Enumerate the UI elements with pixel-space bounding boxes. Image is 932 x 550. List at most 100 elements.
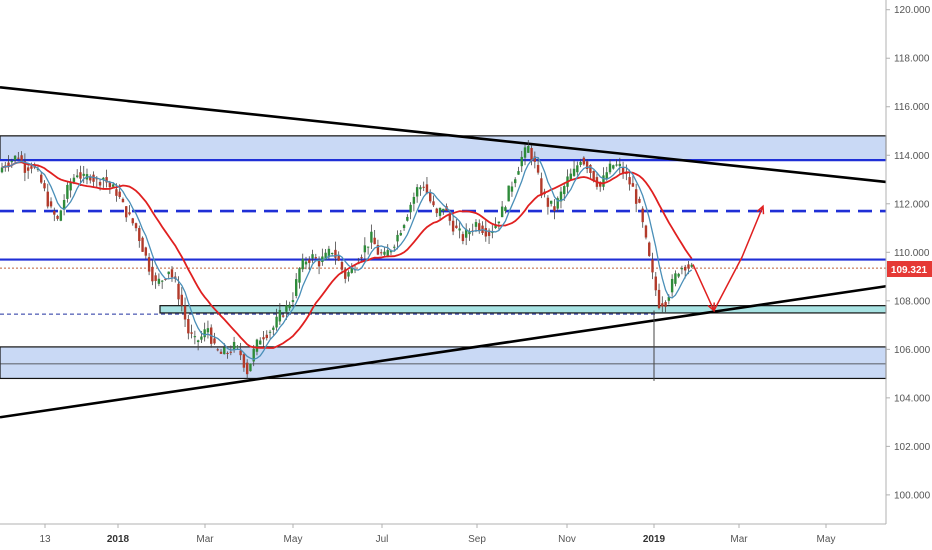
candle-body [245,362,249,375]
candle-body [530,147,533,161]
candle-body [62,199,66,210]
candle-body [128,212,131,215]
candle-body [138,228,141,242]
candle-body [308,259,311,263]
candle-body [366,246,370,248]
x-tick-label: May [284,534,303,545]
candle-body [383,251,386,255]
candle-body [406,216,409,221]
candle-body [154,275,157,281]
candle-body [464,229,468,238]
candle-body [180,294,183,306]
y-tick-label: 116.000 [894,102,930,113]
candle-body [144,247,148,256]
last-price-tag-text: 109.321 [891,265,928,276]
candle-body [370,231,373,243]
candle-body [170,269,174,278]
candle-body [536,164,540,173]
candle-body [523,147,527,158]
candle-body [670,278,674,293]
candle-body [226,352,229,354]
candle-body [683,266,687,271]
y-tick-label: 106.000 [894,345,931,356]
candle-body [350,267,353,273]
candle-body [314,257,318,259]
candle-body [589,164,592,173]
candle-body [272,327,275,330]
candle-body [200,336,203,340]
candle-body [177,283,180,300]
candle-body [585,161,589,169]
candle-body [500,206,504,218]
candle-body [324,252,327,260]
y-tick-label: 120.000 [894,5,931,16]
candle-body [72,177,76,182]
candle-body [167,271,170,275]
candle-body [432,201,435,206]
candle-body [206,328,210,333]
candle-body [203,329,206,338]
candle-body [147,257,151,272]
zone-3 [159,305,887,314]
candle-body [514,179,517,184]
candle-body [654,276,657,291]
last-price-tag-background [887,261,932,277]
candle-body [43,183,46,189]
candle-body [478,223,481,231]
candle-body [105,177,108,183]
candle-body [121,198,125,203]
candle-body [484,228,487,237]
candle-body [615,164,618,166]
candle-body [379,252,383,254]
zone-1 [0,135,887,161]
candle-body [317,259,321,267]
candle-body [641,208,644,223]
trendline-2 [0,284,887,419]
candle-body [664,302,667,307]
candle-body [680,268,684,270]
candle-body [651,259,654,273]
candle-body [23,161,27,173]
candle-body [657,289,661,309]
candle-body [376,245,380,255]
candle-body [141,237,144,252]
candle-body [576,165,579,173]
candle-body [219,351,223,354]
candle-body [190,332,193,334]
candle-body [10,161,14,163]
x-tick-label: May [817,534,836,545]
candle-body [330,252,334,254]
candle-body [631,183,635,187]
candle-body [599,181,602,187]
candle-body [510,186,514,192]
y-tick-label: 110.000 [894,248,930,259]
candle-body [435,208,438,214]
candle-body [497,221,501,224]
candle-body [468,231,471,235]
candle-body [193,336,197,338]
candle-body [311,254,314,259]
candle-body [608,163,612,173]
candle-body [89,177,92,181]
candle-body [461,234,465,242]
candle-body [582,157,586,165]
candle-body [291,300,295,303]
candle-body [53,211,56,215]
candle-body [118,191,121,197]
candle-body [79,172,82,179]
candle-body [294,279,298,296]
candle-body [644,225,648,238]
last-price-tag[interactable]: 109.321 [887,261,932,277]
candle-body [618,163,622,167]
candle-body [252,348,255,362]
candle-body [304,261,308,265]
zones-layer [0,135,887,380]
x-tick-label: Jul [376,534,389,545]
candle-body [504,207,507,212]
candle-body [232,341,236,350]
candle-body [396,234,399,242]
candle-body [285,305,288,312]
y-tick-label: 114.000 [894,151,930,162]
candle-body [393,246,396,248]
candle-body [115,189,118,196]
